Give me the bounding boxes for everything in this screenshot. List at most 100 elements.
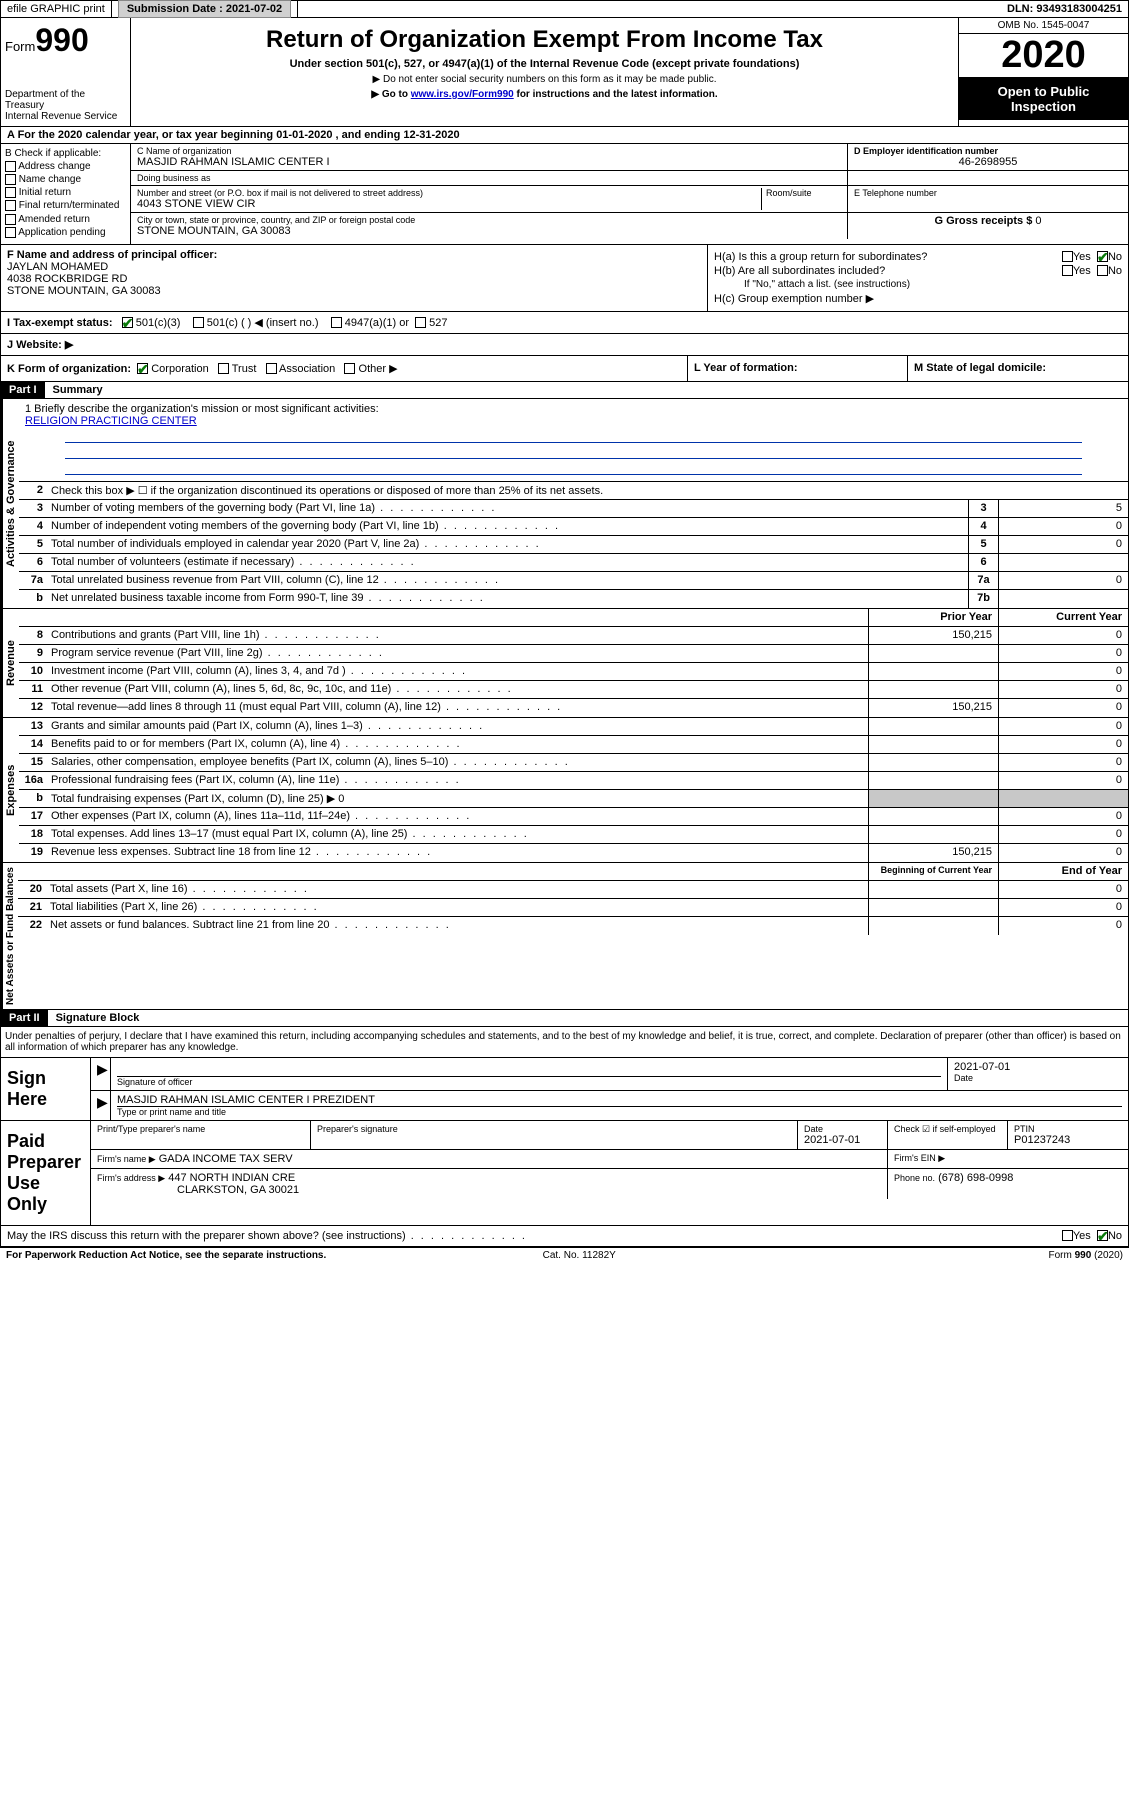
sign-here-label: Sign Here bbox=[1, 1058, 91, 1120]
hb-yes[interactable] bbox=[1062, 265, 1073, 276]
officer-signature-line[interactable] bbox=[117, 1061, 941, 1077]
omb-number: OMB No. 1545-0047 bbox=[959, 18, 1128, 34]
gov-line-b: bNet unrelated business taxable income f… bbox=[19, 590, 1128, 608]
officer-addr1: 4038 ROCKBRIDGE RD bbox=[7, 273, 701, 285]
vlabel-revenue: Revenue bbox=[1, 609, 19, 717]
gov-line-5: 5Total number of individuals employed in… bbox=[19, 536, 1128, 554]
officer-name: JAYLAN MOHAMED bbox=[7, 261, 701, 273]
revenue-header: Prior Year Current Year bbox=[19, 609, 1128, 627]
chk-trust[interactable] bbox=[218, 363, 229, 374]
arrow-icon: ▶ bbox=[97, 1061, 108, 1077]
part1-revenue: Revenue Prior Year Current Year 8Contrib… bbox=[0, 609, 1129, 718]
chk-501c3[interactable] bbox=[122, 317, 133, 328]
rev-line-9: 9Program service revenue (Part VIII, lin… bbox=[19, 645, 1128, 663]
part1-expenses: Expenses 13Grants and similar amounts pa… bbox=[0, 718, 1129, 863]
state-domicile: M State of legal domicile: bbox=[908, 356, 1128, 381]
declaration-text: Under penalties of perjury, I declare th… bbox=[0, 1027, 1129, 1058]
firm-addr1: 447 NORTH INDIAN CRE bbox=[168, 1172, 295, 1184]
chk-address-change[interactable]: Address change bbox=[5, 161, 126, 172]
net-header: Beginning of Current Year End of Year bbox=[18, 863, 1128, 881]
open-to-public: Open to Public Inspection bbox=[959, 78, 1128, 120]
footer-left: For Paperwork Reduction Act Notice, see … bbox=[6, 1250, 326, 1261]
h-b-note: If "No," attach a list. (see instruction… bbox=[714, 279, 1122, 290]
chk-527[interactable] bbox=[415, 317, 426, 328]
exp-line-14: 14Benefits paid to or for members (Part … bbox=[19, 736, 1128, 754]
org-name-cell: C Name of organization MASJID RAHMAN ISL… bbox=[131, 144, 848, 170]
chk-association[interactable] bbox=[266, 363, 277, 374]
section-f: F Name and address of principal officer:… bbox=[1, 245, 708, 311]
signature-date: 2021-07-01 bbox=[954, 1061, 1122, 1073]
part2-header: Part II Signature Block bbox=[0, 1010, 1129, 1027]
form990-link[interactable]: www.irs.gov/Form990 bbox=[411, 89, 514, 100]
department-label: Department of the Treasury Internal Reve… bbox=[5, 89, 126, 122]
part1-net-assets: Net Assets or Fund Balances Beginning of… bbox=[0, 863, 1129, 1010]
chk-initial-return[interactable]: Initial return bbox=[5, 187, 126, 198]
chk-501c[interactable] bbox=[193, 317, 204, 328]
sign-here-block: Sign Here ▶ Signature of officer 2021-07… bbox=[0, 1058, 1129, 1121]
h-b: H(b) Are all subordinates included? Yes … bbox=[714, 265, 1122, 277]
row-a-tax-year: A For the 2020 calendar year, or tax yea… bbox=[0, 127, 1129, 144]
gov-line-7a: 7aTotal unrelated business revenue from … bbox=[19, 572, 1128, 590]
chk-other[interactable] bbox=[344, 363, 355, 374]
chk-4947a1[interactable] bbox=[331, 317, 342, 328]
h-c: H(c) Group exemption number ▶ bbox=[714, 292, 1122, 305]
header-left: Form990 Department of the Treasury Inter… bbox=[1, 18, 131, 126]
city-state-zip: STONE MOUNTAIN, GA 30083 bbox=[137, 225, 841, 237]
officer-addr2: STONE MOUNTAIN, GA 30083 bbox=[7, 285, 701, 297]
paid-preparer-label: Paid Preparer Use Only bbox=[1, 1121, 91, 1225]
dba-cell: Doing business as bbox=[131, 171, 848, 185]
arrow-icon: ▶ bbox=[97, 1094, 108, 1110]
mission-text[interactable]: RELIGION PRACTICING CENTER bbox=[25, 415, 1122, 427]
footer-right: Form 990 (2020) bbox=[1049, 1250, 1124, 1261]
officer-printed-name: MASJID RAHMAN ISLAMIC CENTER I PREZIDENT bbox=[117, 1094, 1122, 1107]
form-of-org: K Form of organization: Corporation Trus… bbox=[1, 356, 688, 381]
dln-cell: DLN: 93493183004251 bbox=[1001, 1, 1128, 17]
exp-line-18: 18Total expenses. Add lines 13–17 (must … bbox=[19, 826, 1128, 844]
exp-line-16a: 16aProfessional fundraising fees (Part I… bbox=[19, 772, 1128, 790]
firm-phone: (678) 698-0998 bbox=[938, 1172, 1013, 1184]
line-2: 2Check this box ▶ ☐ if the organization … bbox=[19, 482, 1128, 500]
chk-amended-return[interactable]: Amended return bbox=[5, 214, 126, 225]
rev-line-12: 12Total revenue—add lines 8 through 11 (… bbox=[19, 699, 1128, 717]
top-bar: efile GRAPHIC print Submission Date : 20… bbox=[0, 0, 1129, 18]
gov-line-6: 6Total number of volunteers (estimate if… bbox=[19, 554, 1128, 572]
website-row: J Website: ▶ bbox=[0, 334, 1129, 356]
submission-cell: Submission Date : 2021-07-02 bbox=[112, 1, 298, 17]
ha-yes[interactable] bbox=[1062, 251, 1073, 262]
chk-name-change[interactable]: Name change bbox=[5, 174, 126, 185]
chk-final-return[interactable]: Final return/terminated bbox=[5, 200, 126, 211]
form-header: Form990 Department of the Treasury Inter… bbox=[0, 18, 1129, 127]
form-subtitle: Under section 501(c), 527, or 4947(a)(1)… bbox=[135, 58, 954, 70]
header-center: Return of Organization Exempt From Incom… bbox=[131, 18, 958, 126]
section-b: B Check if applicable: Address change Na… bbox=[1, 144, 131, 244]
header-right: OMB No. 1545-0047 2020 Open to Public In… bbox=[958, 18, 1128, 126]
gov-line-3: 3Number of voting members of the governi… bbox=[19, 500, 1128, 518]
efile-label: efile GRAPHIC print bbox=[1, 1, 112, 17]
rev-line-11: 11Other revenue (Part VIII, column (A), … bbox=[19, 681, 1128, 699]
chk-corporation[interactable] bbox=[137, 363, 148, 374]
part1-governance: Activities & Governance 1 Briefly descri… bbox=[0, 399, 1129, 609]
chk-application-pending[interactable]: Application pending bbox=[5, 227, 126, 238]
form-number: Form990 bbox=[5, 22, 126, 59]
h-a: H(a) Is this a group return for subordin… bbox=[714, 251, 1122, 263]
firm-addr2: CLARKSTON, GA 30021 bbox=[177, 1184, 299, 1196]
org-name: MASJID RAHMAN ISLAMIC CENTER I bbox=[137, 156, 841, 168]
submission-date-button[interactable]: Submission Date : 2021-07-02 bbox=[118, 0, 291, 18]
part1-header: Part I Summary bbox=[0, 382, 1129, 399]
vlabel-expenses: Expenses bbox=[1, 718, 19, 862]
gross-receipts-cell: G Gross receipts $ 0 bbox=[848, 213, 1128, 239]
discuss-yes[interactable] bbox=[1062, 1230, 1073, 1241]
ha-no[interactable] bbox=[1097, 251, 1108, 262]
tax-status-row: I Tax-exempt status: 501(c)(3) 501(c) ( … bbox=[0, 312, 1129, 334]
ptin-value: P01237243 bbox=[1014, 1134, 1122, 1146]
discuss-no[interactable] bbox=[1097, 1230, 1108, 1241]
city-cell: City or town, state or province, country… bbox=[131, 213, 848, 239]
klm-row: K Form of organization: Corporation Trus… bbox=[0, 356, 1129, 382]
paid-preparer-block: Paid Preparer Use Only Print/Type prepar… bbox=[0, 1121, 1129, 1226]
line-1: 1 Briefly describe the organization's mi… bbox=[19, 399, 1128, 482]
hb-no[interactable] bbox=[1097, 265, 1108, 276]
form-title: Return of Organization Exempt From Incom… bbox=[135, 26, 954, 54]
firm-name: GADA INCOME TAX SERV bbox=[159, 1153, 293, 1165]
address-cell: Number and street (or P.O. box if mail i… bbox=[131, 186, 848, 212]
exp-line-17: 17Other expenses (Part IX, column (A), l… bbox=[19, 808, 1128, 826]
